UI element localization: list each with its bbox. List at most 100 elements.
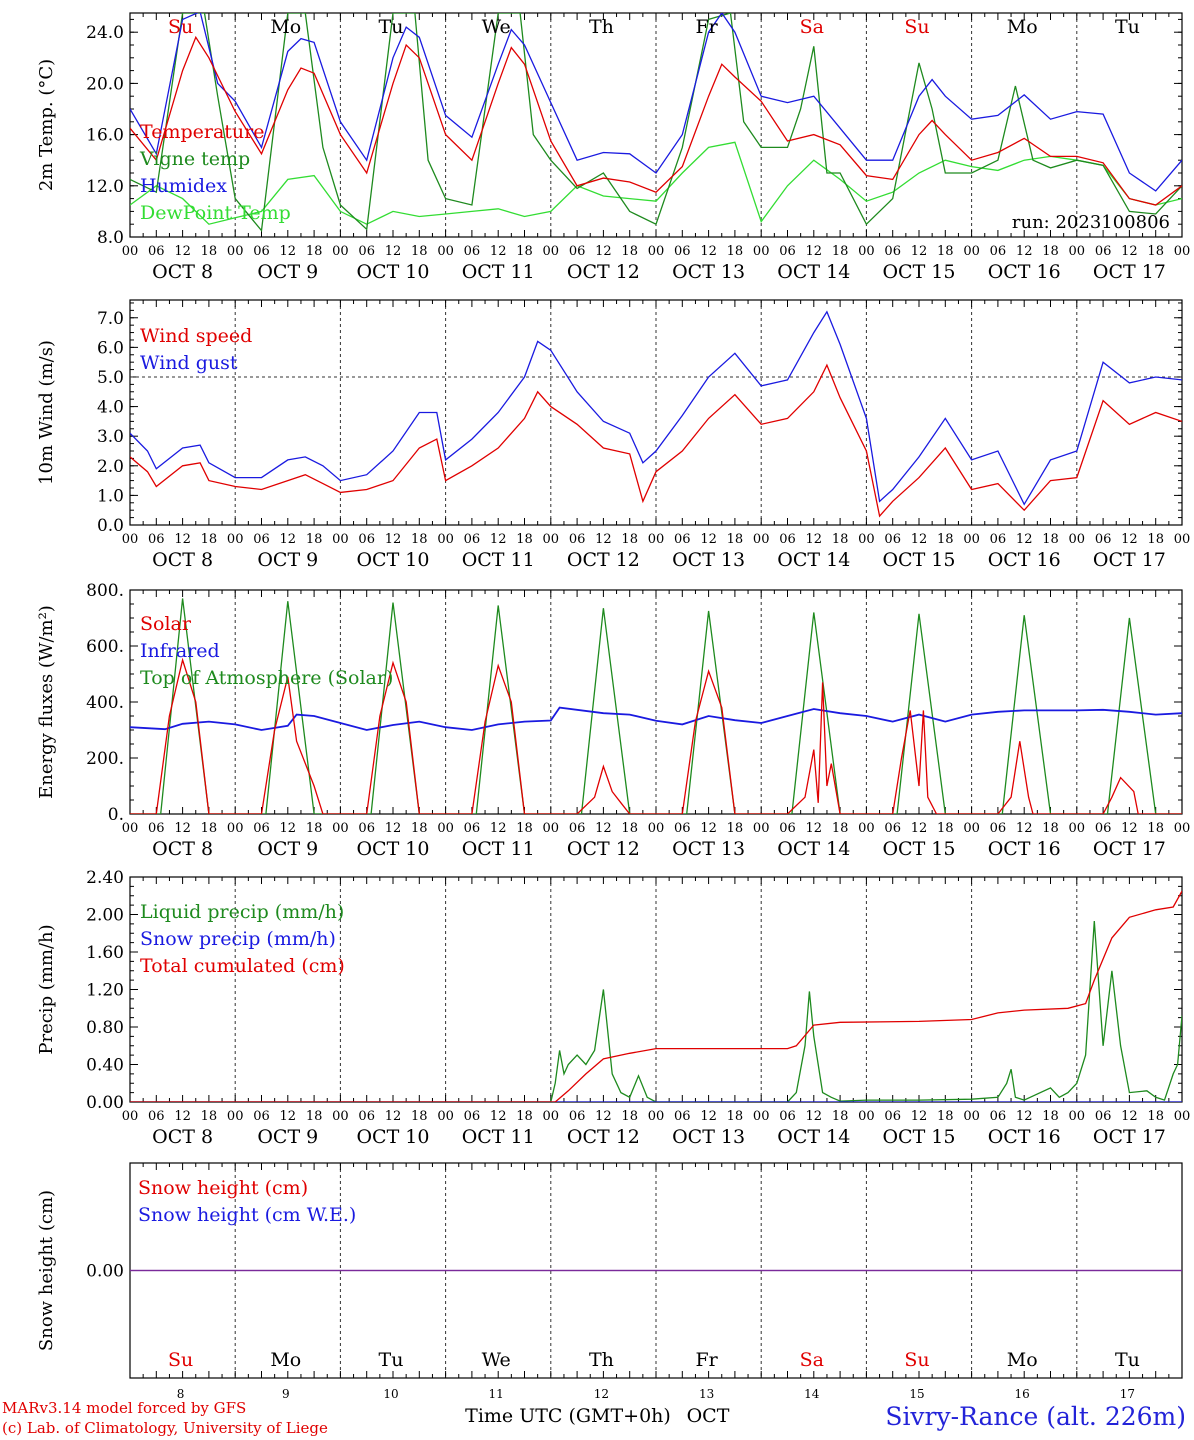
hour-tick-label: 00 bbox=[1069, 1109, 1086, 1124]
hour-tick-label: 00 bbox=[963, 244, 980, 259]
hour-tick-label: 12 bbox=[1016, 1109, 1033, 1124]
hour-tick-label: 00 bbox=[543, 532, 560, 547]
y-tick-label: 3.0 bbox=[97, 427, 124, 447]
weekday-label: Su bbox=[168, 16, 193, 38]
date-label: OCT 8 bbox=[152, 261, 213, 283]
hour-tick-label: 00 bbox=[963, 821, 980, 836]
hour-tick-label: 00 bbox=[648, 244, 665, 259]
y-tick-label: 2.40 bbox=[86, 868, 124, 888]
hour-tick-label: 18 bbox=[1042, 1109, 1059, 1124]
hour-tick-label: 00 bbox=[122, 244, 139, 259]
legend-entry: Temperature bbox=[140, 121, 264, 143]
hour-tick-label: 18 bbox=[411, 1109, 428, 1124]
hour-tick-label: 06 bbox=[1095, 244, 1112, 259]
day-number: 12 bbox=[594, 1387, 609, 1401]
weekday-label: Fr bbox=[695, 1349, 718, 1371]
hour-tick-label: 18 bbox=[832, 532, 849, 547]
date-label: OCT 11 bbox=[462, 838, 535, 860]
y-tick-label: 2.00 bbox=[86, 906, 124, 926]
hour-tick-label: 12 bbox=[385, 1109, 402, 1124]
hour-tick-label: 00 bbox=[437, 532, 454, 547]
hour-tick-label: 18 bbox=[621, 532, 638, 547]
hour-tick-label: 18 bbox=[937, 1109, 954, 1124]
hour-tick-label: 06 bbox=[674, 532, 691, 547]
date-label: OCT 13 bbox=[672, 1126, 745, 1148]
date-label: OCT 10 bbox=[356, 838, 429, 860]
y-axis-label: Snow height (cm) bbox=[36, 1190, 57, 1351]
hour-tick-label: 12 bbox=[280, 532, 297, 547]
y-axis-label: 10m Wind (m/s) bbox=[36, 340, 57, 485]
date-label: OCT 8 bbox=[152, 549, 213, 571]
hour-tick-label: 12 bbox=[174, 1109, 191, 1124]
hour-tick-label: 06 bbox=[1095, 821, 1112, 836]
weekday-label: Th bbox=[589, 1349, 614, 1371]
hour-tick-label: 18 bbox=[1147, 532, 1164, 547]
hour-tick-label: 12 bbox=[911, 532, 928, 547]
hour-tick-label: 00 bbox=[332, 244, 349, 259]
hour-tick-label: 12 bbox=[1016, 821, 1033, 836]
hour-tick-label: 00 bbox=[1069, 532, 1086, 547]
date-label: OCT 9 bbox=[257, 1126, 318, 1148]
hour-tick-label: 12 bbox=[700, 244, 717, 259]
weekday-label: Su bbox=[168, 1349, 193, 1371]
date-label: OCT 15 bbox=[882, 549, 955, 571]
legend-entry: DewPoint Temp bbox=[140, 202, 291, 224]
hour-tick-label: 12 bbox=[911, 821, 928, 836]
hour-tick-label: 12 bbox=[174, 821, 191, 836]
hour-tick-label: 12 bbox=[911, 1109, 928, 1124]
hour-tick-label: 06 bbox=[569, 821, 586, 836]
hour-tick-label: 18 bbox=[516, 821, 533, 836]
legend-entry: Snow precip (mm/h) bbox=[140, 928, 336, 950]
hour-tick-label: 06 bbox=[779, 244, 796, 259]
hour-tick-label: 00 bbox=[437, 821, 454, 836]
hour-tick-label: 18 bbox=[201, 1109, 218, 1124]
hour-tick-label: 12 bbox=[490, 244, 507, 259]
date-label: OCT 14 bbox=[777, 261, 850, 283]
y-tick-label: 1.20 bbox=[86, 981, 124, 1001]
weekday-label: Sa bbox=[800, 16, 824, 38]
hour-tick-label: 18 bbox=[727, 1109, 744, 1124]
hour-tick-label: 00 bbox=[1174, 244, 1191, 259]
legend-entry: Humidex bbox=[140, 175, 227, 197]
y-tick-label: 16.0 bbox=[86, 126, 124, 146]
hour-tick-label: 18 bbox=[411, 244, 428, 259]
y-tick-label: 20.0 bbox=[86, 74, 124, 94]
series-dewpoint-temp bbox=[130, 141, 1182, 225]
hour-tick-label: 12 bbox=[1121, 1109, 1138, 1124]
hour-tick-label: 06 bbox=[253, 821, 270, 836]
y-tick-label: 600. bbox=[86, 637, 124, 657]
y-tick-label: 4.0 bbox=[97, 398, 124, 418]
date-label: OCT 17 bbox=[1093, 261, 1166, 283]
hour-tick-label: 06 bbox=[884, 1109, 901, 1124]
hour-tick-label: 18 bbox=[832, 821, 849, 836]
location-title: Sivry-Rance (alt. 226m) bbox=[885, 1402, 1186, 1431]
hour-tick-label: 00 bbox=[648, 821, 665, 836]
series-liquid-precip-mm-h- bbox=[130, 921, 1182, 1102]
hour-tick-label: 12 bbox=[280, 244, 297, 259]
y-tick-label: 2.0 bbox=[97, 457, 124, 477]
date-label: OCT 16 bbox=[988, 838, 1061, 860]
hour-tick-label: 00 bbox=[1174, 1109, 1191, 1124]
hour-tick-label: 18 bbox=[306, 821, 323, 836]
hour-tick-label: 18 bbox=[411, 532, 428, 547]
hour-tick-label: 18 bbox=[621, 244, 638, 259]
hour-tick-label: 12 bbox=[806, 532, 823, 547]
series-top-of-atmosphere-solar- bbox=[130, 598, 1182, 814]
date-label: OCT 11 bbox=[462, 549, 535, 571]
panel-snow: 0.00 Snow height (cm) Snow height (cm) Snow… bbox=[36, 1162, 1183, 1379]
hour-tick-label: 18 bbox=[1147, 821, 1164, 836]
y-tick-label: 0.40 bbox=[86, 1056, 124, 1076]
date-label: OCT 17 bbox=[1093, 838, 1166, 860]
date-label: OCT 16 bbox=[988, 1126, 1061, 1148]
hour-tick-label: 18 bbox=[201, 821, 218, 836]
hour-tick-label: 00 bbox=[332, 1109, 349, 1124]
hour-tick-label: 06 bbox=[779, 821, 796, 836]
hour-tick-label: 06 bbox=[358, 244, 375, 259]
weekday-label: We bbox=[482, 1349, 511, 1371]
y-tick-label: 7.0 bbox=[97, 309, 124, 329]
hour-tick-label: 00 bbox=[753, 821, 770, 836]
hour-tick-label: 18 bbox=[1042, 532, 1059, 547]
date-label: OCT 10 bbox=[356, 261, 429, 283]
weekday-label: Mo bbox=[1007, 16, 1038, 38]
hour-tick-label: 00 bbox=[122, 532, 139, 547]
